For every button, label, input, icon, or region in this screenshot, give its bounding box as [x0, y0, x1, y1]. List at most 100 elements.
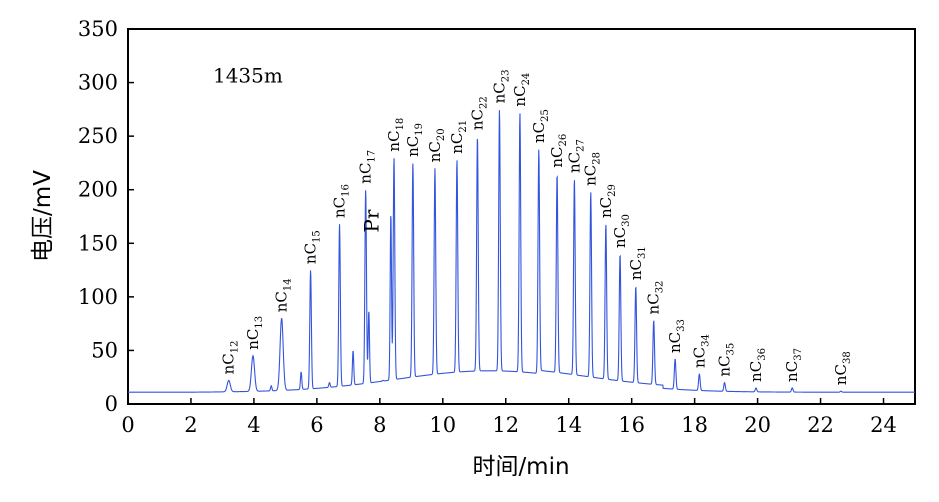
peak-label-nc34: nC34: [690, 334, 711, 368]
y-tick-label: 50: [91, 338, 118, 362]
peak-label-nc12: nC12: [220, 341, 241, 375]
peak-label-nc14: nC14: [273, 278, 294, 312]
peak-label-subscript: 24: [521, 73, 532, 86]
peak-label-subscript: 31: [637, 246, 648, 259]
x-tick-label: 18: [681, 413, 708, 437]
peak-label-prefix: nC: [468, 109, 486, 130]
peak-label-prefix: nC: [582, 165, 600, 186]
y-tick-label: 150: [78, 231, 118, 255]
peak-label-prefix: nC: [565, 152, 583, 173]
peak-label-nc24: nC24: [511, 73, 532, 107]
y-tick-label: 250: [78, 124, 118, 148]
y-tick-label: 350: [78, 17, 118, 41]
peak-label-nc36: nC36: [747, 348, 768, 382]
x-axis-title: 时间/min: [472, 454, 569, 480]
peak-label-subscript: 20: [436, 128, 447, 141]
peak-label-subscript: 12: [230, 341, 241, 354]
y-tick-label: 100: [78, 285, 118, 309]
peak-label-subscript: 33: [676, 319, 687, 332]
peak-label-subscript: 18: [395, 118, 406, 131]
peak-label-prefix: nC: [611, 227, 629, 248]
x-tick-label: 8: [373, 413, 386, 437]
peak-label-prefix: nC: [530, 122, 548, 143]
peak-label-subscript: 38: [842, 351, 853, 364]
y-tick-label: 0: [105, 392, 118, 416]
peak-label-subscript: 35: [726, 343, 737, 356]
peak-label-prefix: nC: [273, 291, 291, 312]
peak-label-subscript: 30: [621, 214, 632, 227]
x-axis: 0 2 4 6 8 10 12 14 16 18 20 22 24: [121, 398, 897, 437]
peak-label-nc32: nC32: [645, 281, 666, 315]
peak-label-subscript: 37: [793, 348, 804, 361]
peak-label-prefix: nC: [302, 243, 320, 264]
peak-label-prefix: nC: [385, 130, 403, 151]
peak-label-subscript: 14: [283, 278, 294, 291]
peak-label-nc35: nC35: [716, 343, 737, 377]
peak-label-subscript: 25: [540, 109, 551, 122]
x-tick-label: 14: [555, 413, 582, 437]
peak-label-subscript: 21: [458, 120, 469, 133]
x-tick-label: 16: [618, 413, 645, 437]
peak-label-subscript: 27: [575, 139, 586, 152]
peak-label-nc28: nC28: [582, 152, 603, 186]
peak-label-nc22: nC22: [468, 96, 489, 130]
peak-label-prefix: nC: [690, 347, 708, 368]
peak-label-nc17: nC17: [357, 150, 378, 184]
peak-label-subscript: 26: [558, 134, 569, 147]
peak-label-prefix: nC: [357, 163, 375, 184]
peak-label-prefix: nC: [832, 364, 850, 385]
y-axis-title: 电压/mV: [30, 170, 56, 262]
peak-label-subscript: 19: [414, 123, 425, 136]
peak-label-subscript: 32: [655, 281, 666, 294]
peak-label-prefix: nC: [404, 136, 422, 157]
peak-label-prefix: nC: [244, 329, 262, 350]
peak-label-prefix: nC: [426, 141, 444, 162]
y-tick-label: 200: [78, 178, 118, 202]
peak-label-prefix: nC: [220, 353, 238, 374]
x-tick-label: 4: [247, 413, 260, 437]
annotation-pr: Pr: [359, 209, 383, 232]
peak-label-subscript: 17: [367, 150, 378, 163]
peak-label-prefix: nC: [331, 197, 349, 218]
peak-label-nc37: nC37: [783, 348, 804, 382]
peak-label-nc30: nC30: [611, 214, 632, 248]
peak-label-subscript: 34: [700, 334, 711, 347]
peak-label-nc38: nC38: [832, 351, 853, 385]
peak-label-subscript: 29: [607, 184, 618, 197]
x-tick-label: 2: [184, 413, 197, 437]
y-axis: 0 50 100 150 200 250 300 350: [78, 17, 134, 416]
x-tick-label: 6: [310, 413, 323, 437]
x-tick-label: 22: [807, 413, 834, 437]
peak-label-nc27: nC27: [565, 139, 586, 173]
peak-label-subscript: 13: [254, 316, 265, 329]
peak-label-prefix: nC: [716, 355, 734, 376]
peak-label-nc26: nC26: [548, 134, 569, 168]
peak-label-subscript: 22: [478, 96, 489, 109]
peak-label-nc31: nC31: [627, 246, 648, 280]
peak-label-prefix: nC: [511, 85, 529, 106]
x-tick-label: 10: [429, 413, 456, 437]
peak-label-nc19: nC19: [404, 123, 425, 157]
peak-label-nc13: nC13: [244, 316, 265, 350]
x-tick-label: 24: [870, 413, 897, 437]
peak-label-prefix: nC: [666, 332, 684, 353]
annotation-1435m: 1435m: [213, 64, 283, 88]
peak-label-nc29: nC29: [597, 184, 618, 218]
peak-label-prefix: nC: [783, 361, 801, 382]
peak-label-prefix: nC: [448, 133, 466, 154]
x-tick-label: 20: [744, 413, 771, 437]
chromatogram-trace: [128, 110, 915, 393]
peak-label-prefix: nC: [747, 361, 765, 382]
annotations: 1435m Pr: [213, 64, 383, 233]
peak-label-prefix: nC: [627, 259, 645, 280]
peak-label-subscript: 15: [312, 230, 323, 243]
peak-label-prefix: nC: [645, 293, 663, 314]
peak-label-prefix: nC: [490, 82, 508, 103]
peak-label-subscript: 23: [500, 69, 511, 82]
peak-label-nc23: nC23: [490, 69, 511, 103]
peak-label-nc25: nC25: [530, 109, 551, 143]
plot-frame: [127, 28, 916, 405]
peak-label-nc16: nC16: [331, 184, 352, 218]
peak-label-subscript: 28: [592, 152, 603, 165]
peak-label-prefix: nC: [548, 147, 566, 168]
